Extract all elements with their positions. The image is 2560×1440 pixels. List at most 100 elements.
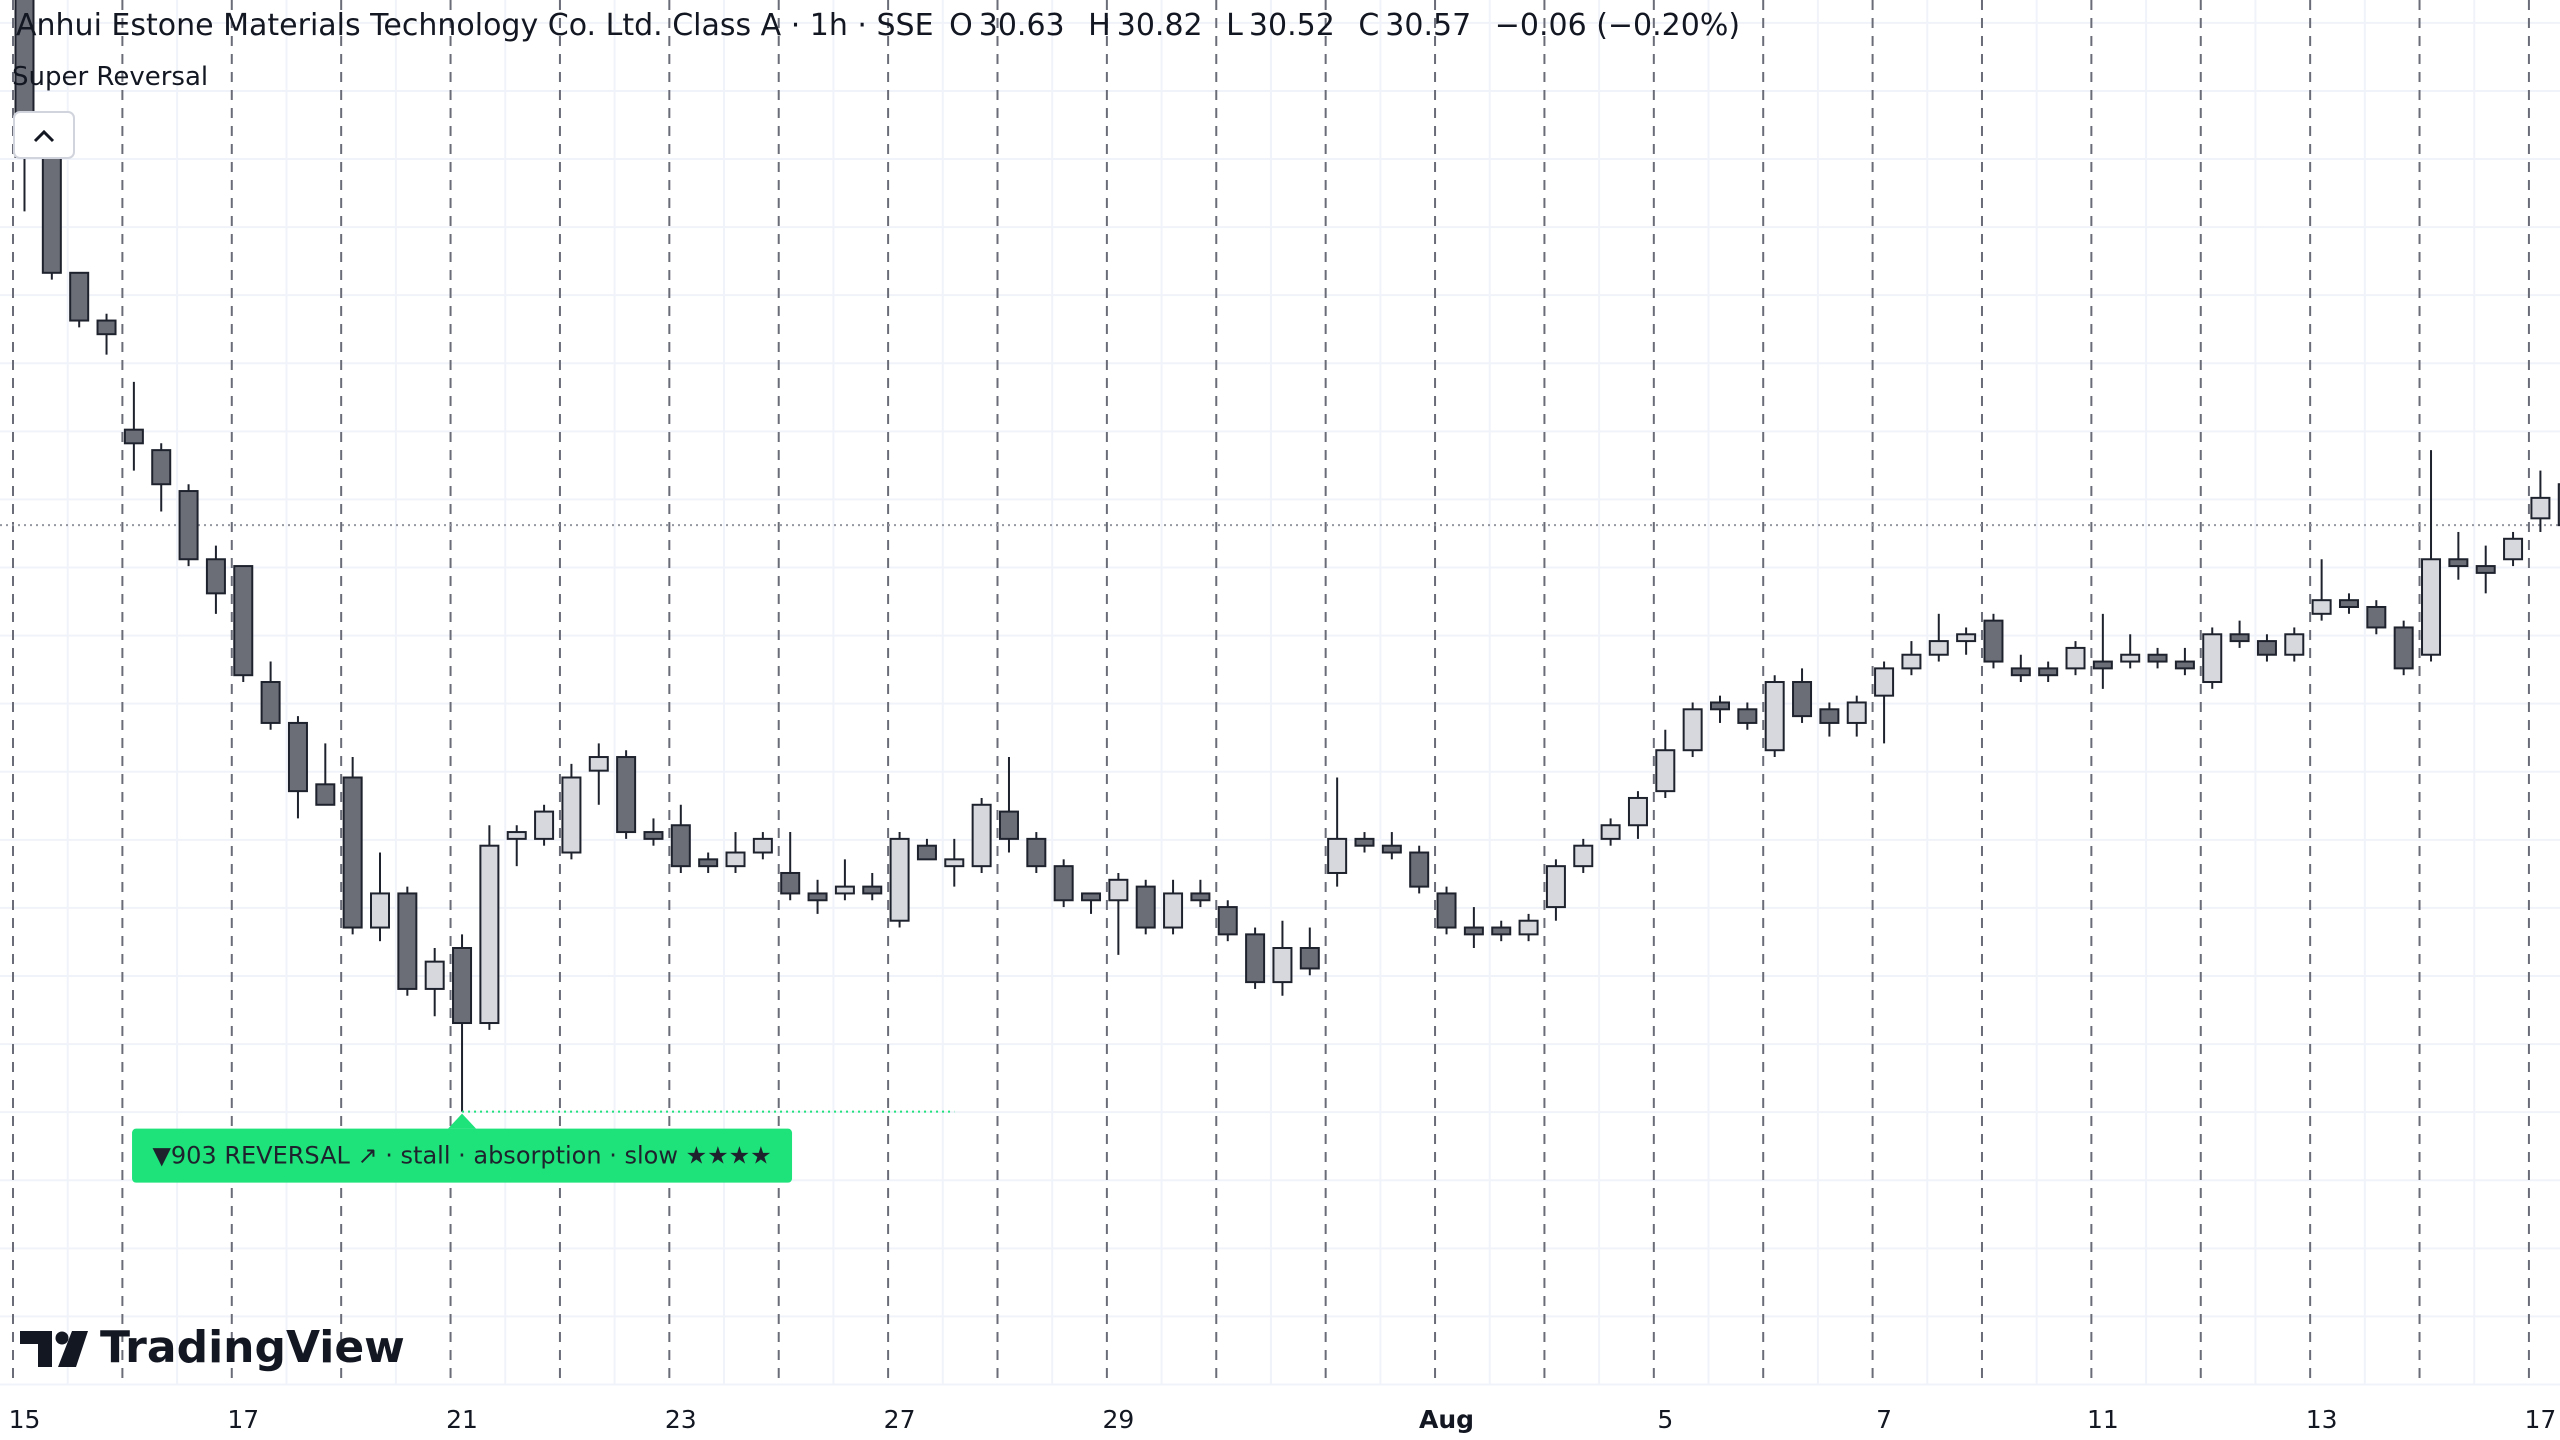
candle-body (205, 558, 226, 595)
candle-body (1764, 681, 1785, 752)
candle-body (2092, 660, 2113, 670)
candle-body (2421, 558, 2442, 656)
watermark-logo: TradingView (20, 1322, 405, 1373)
candle-body (1573, 844, 1594, 868)
signal-pointer (448, 1113, 477, 1129)
symbol-title: Anhui Estone Materials Technology Co. Lt… (16, 8, 934, 43)
candle-body (342, 776, 363, 929)
candle-body (506, 831, 527, 840)
candle-body (2256, 640, 2277, 656)
candle-body (2147, 653, 2168, 663)
candle-body (998, 810, 1019, 840)
candle-body (2366, 605, 2387, 629)
x-tick-label: 29 (1102, 1405, 1134, 1434)
candle-body (698, 858, 719, 868)
x-tick-label: 23 (665, 1405, 697, 1434)
candle-body (260, 681, 281, 724)
candle-body (2284, 633, 2305, 656)
candle-body (1381, 844, 1402, 854)
plot-area (0, 0, 2560, 1113)
collapse-button[interactable] (13, 111, 75, 159)
candle-body (2503, 537, 2524, 561)
ohlc-label: O (949, 8, 973, 43)
candle-body (1545, 865, 1566, 909)
signal-text: ▼903 REVERSAL ↗ · stall · absorption · s… (152, 1142, 771, 1170)
candle-body (2010, 667, 2031, 677)
watermark-text: TradingView (100, 1322, 405, 1373)
candle-body (1135, 885, 1156, 929)
symbol-header: Anhui Estone Materials Technology Co. Lt… (16, 8, 1746, 43)
candle-body (1956, 633, 1977, 643)
candle-body (233, 565, 254, 677)
candle-body (1409, 851, 1430, 888)
candle-body (1792, 681, 1813, 718)
candle-body (2311, 599, 2332, 615)
candle-body (1846, 701, 1867, 724)
ohlc-label: L (1226, 8, 1243, 43)
candle-body (1463, 926, 1484, 936)
candle-body (397, 892, 418, 990)
candle-body (2120, 653, 2141, 663)
indicator-name: Super Reversal (12, 62, 209, 92)
candle-body (616, 756, 637, 834)
candle-body (2038, 667, 2059, 677)
candle-body (1819, 708, 1840, 724)
candle-body (2448, 558, 2469, 568)
candle-body (1354, 837, 1375, 847)
signal-box (132, 1128, 793, 1183)
ohlc-value: 30.57 (1385, 8, 1472, 43)
candle-body (370, 892, 390, 929)
candle-body (2338, 599, 2359, 608)
candle-body (1217, 906, 1238, 936)
candle-body (752, 837, 773, 854)
ohlc-value: 30.63 (978, 8, 1065, 43)
ohlc-label: C (1358, 8, 1380, 43)
candle-body (780, 871, 801, 895)
candle-body (2475, 565, 2496, 574)
x-tick-label: 11 (2087, 1405, 2119, 1434)
logo-mark (58, 1331, 88, 1367)
grid (0, 0, 2560, 1386)
candle-body (1600, 824, 1621, 840)
candle-body (2174, 660, 2195, 670)
candle-body (1053, 865, 1074, 902)
x-tick-label: 15 (9, 1405, 41, 1434)
candle-body (1245, 933, 1266, 984)
candle-body (69, 271, 90, 322)
ohlc-value: 30.82 (1116, 8, 1203, 43)
x-tick-label: 21 (446, 1405, 478, 1434)
signal-label: ▼903 REVERSAL ↗ · stall · absorption · s… (132, 1113, 793, 1183)
candle-body (807, 892, 828, 902)
x-tick-label: 27 (884, 1405, 916, 1434)
collapse-chevron[interactable] (33, 129, 55, 143)
candle-body (561, 776, 582, 854)
candle-body (41, 155, 62, 274)
x-tick-label: 17 (227, 1405, 259, 1434)
candle-body (2557, 483, 2560, 527)
candle-body (1108, 878, 1129, 902)
candle-body (1436, 892, 1457, 929)
collapse-button-box[interactable] (13, 111, 75, 159)
x-tick-label: 5 (1657, 1405, 1673, 1434)
candle-body (1983, 619, 2004, 663)
candle-body (889, 837, 910, 922)
candle-body (1928, 640, 1949, 656)
candle-body (2065, 646, 2086, 670)
change: −0.06 (−0.20%) (1494, 8, 1741, 43)
candle-body (1081, 892, 1102, 902)
candle-body (96, 319, 117, 336)
candle-body (123, 428, 144, 445)
candle-body (862, 885, 883, 895)
candle-body (2202, 633, 2223, 684)
candle-body (1163, 892, 1184, 929)
ohlc-value: 30.52 (1248, 8, 1335, 43)
candle-body (588, 756, 609, 772)
candle-body (1655, 749, 1676, 793)
candle-body (643, 831, 664, 840)
candle-body (1682, 708, 1703, 752)
candle-body (2229, 633, 2250, 643)
candle-body (424, 960, 445, 990)
logo-dot (55, 1331, 69, 1345)
